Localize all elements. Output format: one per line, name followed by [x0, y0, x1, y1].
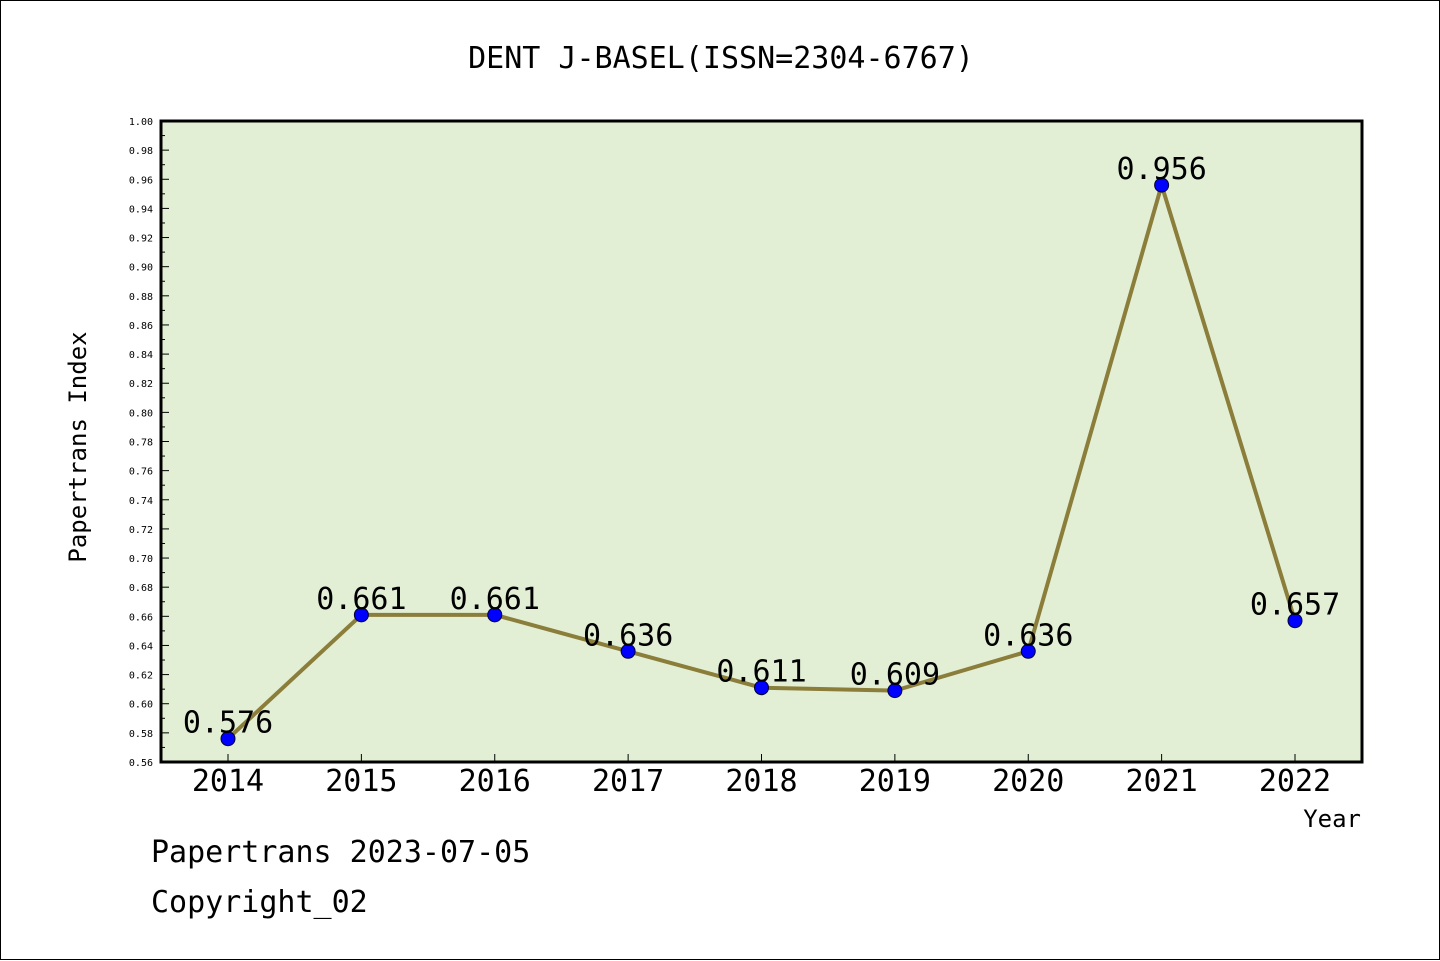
data-point — [487, 607, 503, 623]
y-tick-label: 0.78 — [129, 438, 153, 449]
x-tick-label: 2016 — [459, 764, 531, 799]
y-tick-label: 0.92 — [129, 234, 153, 245]
y-tick-label: 0.58 — [129, 729, 153, 740]
footer-date: Papertrans 2023-07-05 — [151, 835, 531, 870]
data-point — [353, 607, 369, 623]
y-tick-label: 0.94 — [129, 204, 153, 215]
y-tick-label: 0.86 — [129, 321, 153, 332]
data-label: 0.636 — [583, 618, 673, 653]
series-group: 0.576 0.661 0.661 0.636 0.611 0.609 0.636 0.956… — [183, 152, 1340, 747]
y-tick-label: 0.80 — [129, 408, 153, 419]
data-label: 0.576 — [183, 706, 273, 741]
data-point — [887, 683, 903, 699]
y-tick-label: 0.62 — [129, 671, 153, 682]
x-tick-label: 2020 — [992, 764, 1064, 799]
y-tick-label: 0.90 — [129, 263, 153, 274]
data-label: 0.609 — [850, 658, 940, 693]
y-tick-label: 0.60 — [129, 700, 153, 711]
y-tick-label: 0.72 — [129, 525, 153, 536]
data-point — [620, 643, 636, 659]
y-tick-label: 0.70 — [129, 554, 153, 565]
x-tick-label: 2018 — [725, 764, 797, 799]
plot-area — [159, 119, 1364, 764]
y-axis: 0.56 0.58 0.60 0.62 0.64 0.66 0.68 0.70 0.72 0.74… — [129, 117, 169, 769]
y-tick-label: 0.66 — [129, 612, 153, 623]
data-point — [220, 731, 236, 747]
chart-title: DENT J-BASEL(ISSN=2304-6767) — [468, 41, 974, 76]
y-tick-label: 0.84 — [129, 350, 153, 361]
x-tick-label: 2022 — [1259, 764, 1331, 799]
y-tick-label: 0.96 — [129, 175, 153, 186]
x-tick-label: 2017 — [592, 764, 664, 799]
y-tick-label: 0.74 — [129, 496, 153, 507]
y-tick-label: 0.64 — [129, 641, 153, 652]
y-axis-label: Papertrans Index — [64, 331, 92, 562]
data-point — [1020, 643, 1036, 659]
x-tick-label: 2014 — [192, 764, 264, 799]
x-axis-label: Year — [1303, 805, 1361, 833]
data-point — [1287, 613, 1303, 629]
footer-copyright: Copyright_02 — [151, 885, 368, 920]
y-tick-label: 0.88 — [129, 292, 153, 303]
y-tick-label: 0.56 — [129, 758, 153, 769]
y-tick-label: 0.76 — [129, 467, 153, 478]
x-tick-label: 2019 — [859, 764, 931, 799]
data-label: 0.657 — [1250, 588, 1340, 623]
y-tick-label: 0.82 — [129, 379, 153, 390]
data-label: 0.611 — [716, 655, 806, 690]
x-axis: 2014 2015 2016 2017 2018 2019 2020 2021 2022 — [192, 754, 1331, 799]
data-label: 0.661 — [450, 582, 540, 617]
data-label: 0.956 — [1116, 152, 1206, 187]
y-tick-label: 0.98 — [129, 146, 153, 157]
x-tick-label: 2015 — [325, 764, 397, 799]
data-label: 0.636 — [983, 618, 1073, 653]
data-point — [754, 680, 769, 696]
x-tick-label: 2021 — [1126, 764, 1198, 799]
data-label: 0.661 — [316, 582, 406, 617]
data-point — [1154, 177, 1170, 193]
y-tick-label: 0.68 — [129, 583, 153, 594]
y-tick-label: 1.00 — [129, 117, 153, 128]
